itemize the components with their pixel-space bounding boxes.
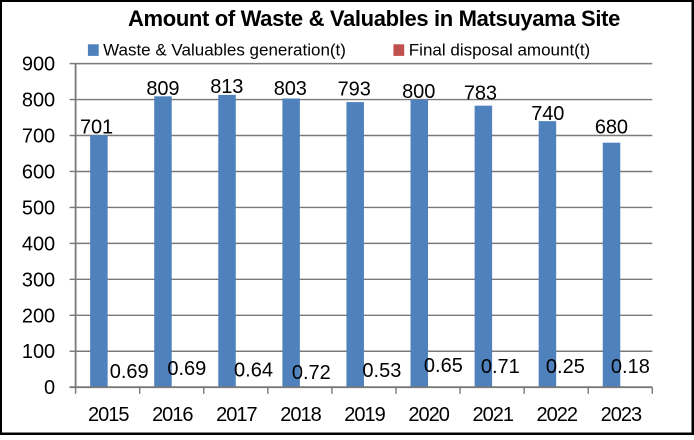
svg-text:2022: 2022 — [537, 404, 578, 426]
svg-text:0.64: 0.64 — [234, 359, 273, 381]
svg-text:2018: 2018 — [280, 404, 321, 426]
svg-text:300: 300 — [22, 269, 55, 291]
svg-text:793: 793 — [338, 79, 371, 101]
svg-text:740: 740 — [531, 103, 564, 125]
svg-text:Waste & Valuables generation(t: Waste & Valuables generation(t) — [103, 41, 346, 60]
svg-text:2019: 2019 — [344, 404, 385, 426]
svg-text:2015: 2015 — [88, 404, 129, 426]
svg-text:100: 100 — [22, 341, 55, 363]
svg-text:2017: 2017 — [216, 404, 257, 426]
svg-text:813: 813 — [210, 76, 243, 98]
svg-text:680: 680 — [595, 117, 628, 139]
svg-text:783: 783 — [464, 82, 497, 104]
svg-text:900: 900 — [22, 54, 55, 76]
svg-text:600: 600 — [22, 161, 55, 183]
svg-text:0.53: 0.53 — [362, 360, 401, 382]
svg-text:2016: 2016 — [152, 404, 193, 426]
svg-text:400: 400 — [22, 233, 55, 255]
svg-text:Final disposal amount(t): Final disposal amount(t) — [409, 41, 590, 60]
svg-text:0.69: 0.69 — [167, 358, 206, 380]
svg-text:0.18: 0.18 — [611, 356, 650, 378]
svg-text:2020: 2020 — [408, 404, 449, 426]
svg-text:803: 803 — [274, 78, 307, 100]
svg-text:Amount of Waste & Valuables in: Amount of Waste & Valuables in Matsuyama… — [128, 6, 620, 31]
svg-text:701: 701 — [80, 116, 113, 138]
svg-text:200: 200 — [22, 305, 55, 327]
svg-text:800: 800 — [402, 81, 435, 103]
svg-text:0.71: 0.71 — [481, 356, 520, 378]
svg-text:0.65: 0.65 — [424, 355, 463, 377]
svg-text:500: 500 — [22, 197, 55, 219]
svg-text:809: 809 — [146, 78, 179, 100]
svg-text:0.25: 0.25 — [546, 356, 585, 378]
svg-text:800: 800 — [22, 90, 55, 112]
svg-text:0.69: 0.69 — [110, 361, 149, 383]
svg-text:700: 700 — [22, 126, 55, 148]
svg-text:2021: 2021 — [472, 404, 513, 426]
svg-text:0: 0 — [44, 377, 55, 399]
svg-text:2023: 2023 — [601, 404, 642, 426]
svg-text:0.72: 0.72 — [292, 362, 331, 384]
